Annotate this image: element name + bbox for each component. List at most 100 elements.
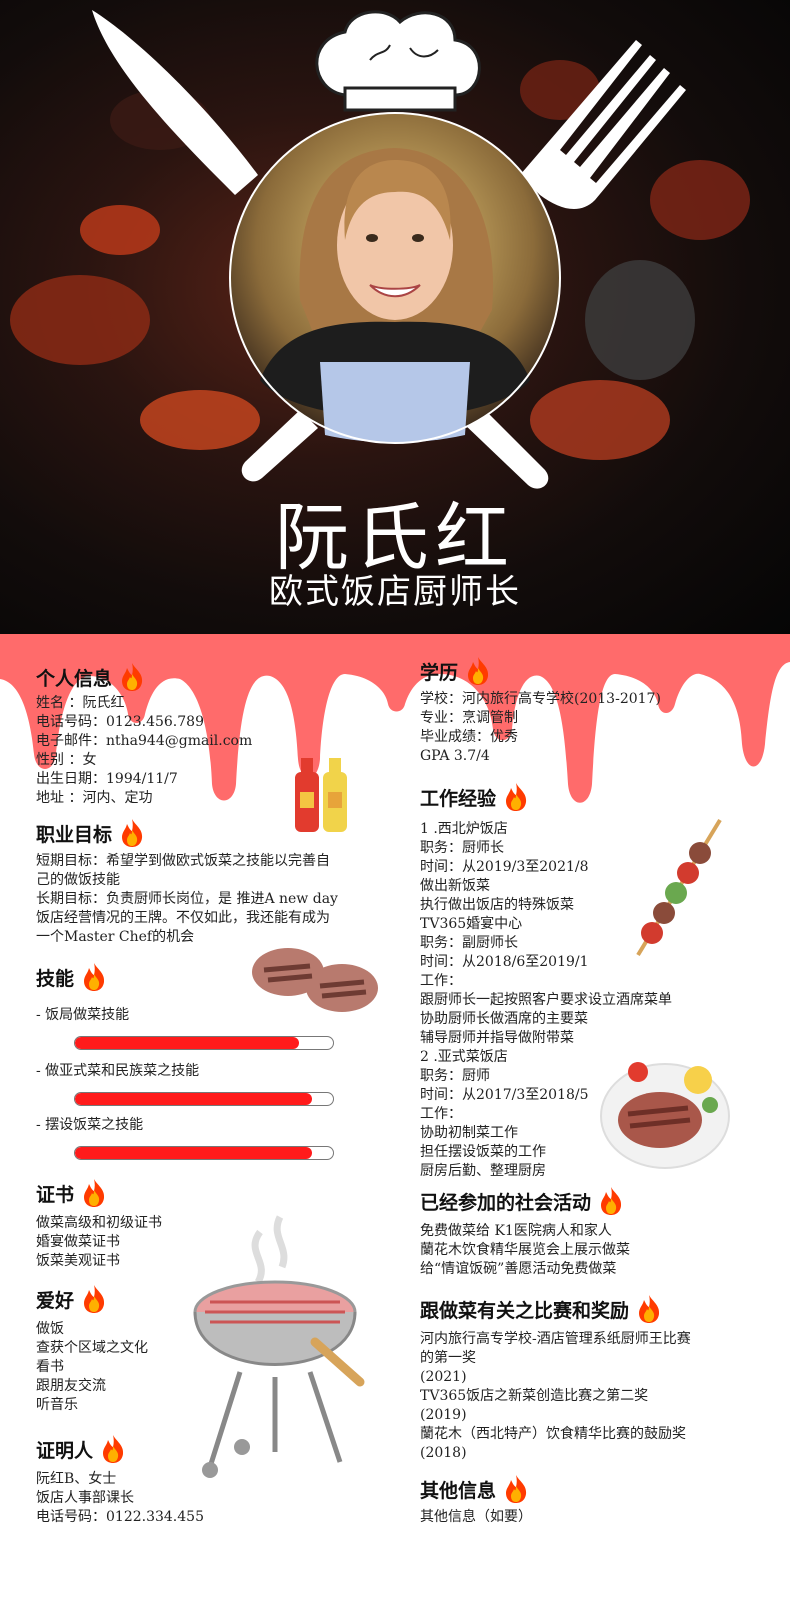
personal-line: 姓名 ：阮氏红 [36,695,125,711]
skills-heading: 技能 [36,962,108,992]
personal-line: 电子邮件：ntha944@gmail.com [36,733,253,749]
flame-icon [464,656,492,686]
references-heading: 证明人 [36,1434,127,1464]
steak-plate-icon [600,1062,730,1169]
flame-icon [502,782,530,812]
flame-icon [118,662,146,692]
steak-icon [252,948,378,1012]
chef-hat-icon [315,10,481,112]
awards-line: 蘭花木（西北特产）饮食精华比赛的鼓励奖 [420,1426,686,1442]
education-line: 专业：烹调管制 [420,710,518,726]
hobbies-line: 看书 [36,1359,64,1375]
flame-icon [597,1186,625,1216]
certificates-line: 婚宴做菜证书 [36,1234,120,1250]
awards-line: 河内旅行高专学校-酒店管理系纸厨师王比赛 [420,1331,691,1347]
experience-line: 1 .西北炉饭店 [420,821,508,837]
candidate-role: 欧式饭店厨师长 [269,572,521,612]
references-line: 阮红B、女士 [36,1471,117,1487]
portrait-photo [229,112,561,444]
flame-icon [80,962,108,992]
hobbies-line: 跟朋友交流 [36,1378,106,1394]
flame-icon [118,818,146,848]
education-heading: 学历 [420,656,492,686]
flame-icon [502,1474,530,1504]
objective-line: 己的做饭技能 [36,872,120,888]
candidate-name: 阮氏红 [275,495,515,581]
skill-level-bar [74,1092,334,1106]
skill-level-fill [75,1093,313,1105]
experience-line: 工作： [420,973,462,989]
personal-line: 出生日期：1994/11/7 [36,771,178,787]
awards-line: (2021) [420,1369,467,1385]
activities-line: 蘭花木饮食精华展览会上展示做菜 [420,1242,630,1258]
certificates-line: 饭菜美观证书 [36,1253,120,1269]
experience-line: 跟厨师长一起按照客户要求设立酒席菜单 [420,992,672,1008]
skill-level-fill [75,1037,300,1049]
experience-line: 职务：厨师 [420,1068,490,1084]
personal-line: 电话号码：0123.456.789 [36,714,204,730]
personal-line: 性别 ：女 [36,752,97,768]
objective-line: 短期目标：希望学到做欧式饭菜之技能以完善自 [36,853,330,869]
experience-line: 时间：从2018/6至2019/1 [420,954,589,970]
experience-line: 协助厨师长做酒席的主要菜 [420,1011,588,1027]
kebab-icon [636,818,722,957]
skill-level-bar [74,1036,334,1050]
awards-line: (2018) [420,1445,467,1461]
hobbies-line: 做饭 [36,1321,64,1337]
other-heading: 其他信息 [420,1474,530,1504]
personal-line: 地址 ：河内、定功 [36,790,153,806]
experience-line: TV365婚宴中心 [420,916,523,932]
objective-line: 长期目标：负责厨师长岗位，是 推进A new day [36,891,338,907]
sauce-bottles-icon [295,758,347,832]
education-line: 学校：河内旅行高专学校(2013-2017) [420,691,661,707]
experience-line: 做出新饭菜 [420,878,490,894]
experience-line: 执行做出饭店的特殊饭菜 [420,897,574,913]
other-line: 其他信息（如要） [420,1509,532,1525]
objective-line: 饭店经营情况的王牌。不仅如此，我还能有成为 [36,910,330,926]
activities-line: 给“情谊饭碗”善愿活动免费做菜 [420,1261,617,1277]
experience-line: 工作： [420,1106,462,1122]
experience-line: 担任摆设饭菜的工作 [420,1144,546,1160]
experience-line: 时间：从2019/3至2021/8 [420,859,589,875]
experience-line: 协助初制菜工作 [420,1125,518,1141]
certificates-heading: 证书 [36,1178,108,1208]
flame-icon [99,1434,127,1464]
experience-heading: 工作经验 [420,782,530,812]
experience-line: 职务：副厨师长 [420,935,518,951]
flame-icon [80,1178,108,1208]
activities-heading: 已经参加的社会活动 [420,1186,625,1216]
experience-line: 辅导厨师并指导做附带菜 [420,1030,574,1046]
skill-label: - 做亚式菜和民族菜之技能 [36,1063,200,1079]
objective-line: 一个Master Chef的机会 [36,929,195,945]
hero-artwork [10,10,750,489]
education-line: GPA 3.7/4 [420,748,490,764]
knife-icon [92,10,549,489]
references-line: 电话号码：0122.334.455 [36,1509,204,1525]
skill-level-fill [75,1147,313,1159]
awards-line: 的第一奖 [420,1350,476,1366]
hobbies-line: 听音乐 [36,1397,78,1413]
education-line: 毕业成绩：优秀 [420,729,518,745]
experience-line: 厨房后勤、整理厨房 [420,1163,546,1179]
hobbies-line: 查获个区域之文化 [36,1340,148,1356]
drip-decoration [0,634,790,803]
experience-line: 2 .亚式菜饭店 [420,1049,508,1065]
experience-line: 职务：厨师长 [420,840,504,856]
hobbies-heading: 爱好 [36,1284,108,1314]
awards-line: TV365饭店之新菜创造比赛之第二奖 [420,1388,649,1404]
hero-banner: 阮氏红 欧式饭店厨师长 [0,0,790,638]
grill-icon [193,1215,365,1478]
personal-heading: 个人信息 [36,662,146,692]
activities-line: 免费做菜给 K1医院病人和家人 [420,1223,612,1239]
skill-level-bar [74,1146,334,1160]
awards-heading: 跟做菜有关之比赛和奖励 [420,1294,663,1324]
flame-icon [635,1294,663,1324]
objective-heading: 职业目标 [36,818,146,848]
certificates-line: 做菜高级和初级证书 [36,1215,162,1231]
awards-line: (2019) [420,1407,467,1423]
skill-label: - 摆设饭菜之技能 [36,1117,144,1133]
references-line: 饭店人事部课长 [36,1490,134,1506]
flame-icon [80,1284,108,1314]
fork-icon [241,40,686,482]
experience-line: 时间：从2017/3至2018/5 [420,1087,589,1103]
